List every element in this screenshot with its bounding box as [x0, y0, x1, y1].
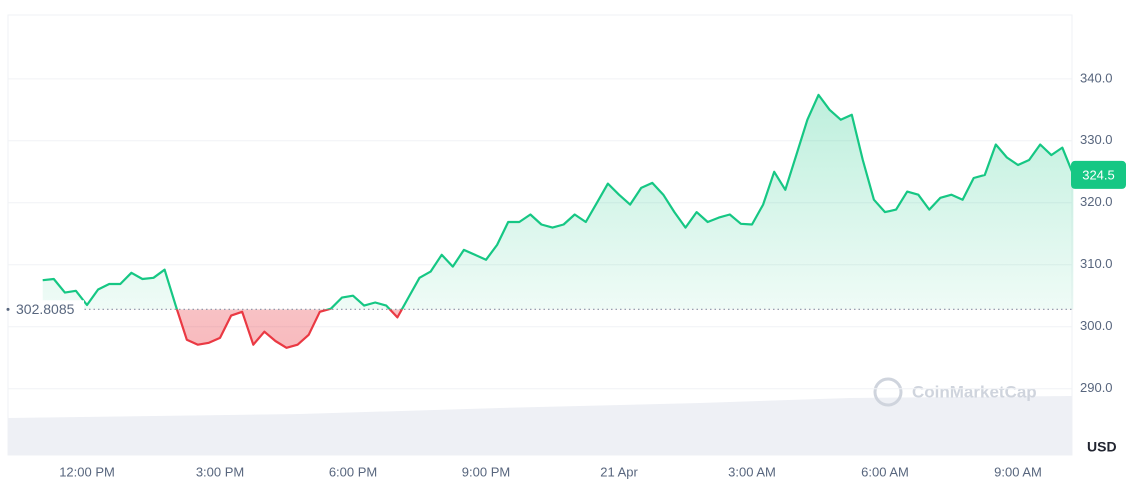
baseline-label: 302.8085	[16, 301, 75, 317]
x-tick-label: 3:00 PM	[196, 464, 244, 479]
y-tick-label: 320.0	[1080, 194, 1113, 209]
y-tick-label: 330.0	[1080, 132, 1113, 147]
baseline-label-bg	[12, 300, 84, 319]
current-price-label: 324.5	[1082, 167, 1115, 182]
x-tick-label: 6:00 PM	[329, 464, 377, 479]
area-down	[42, 309, 1074, 348]
x-tick-label: 21 Apr	[600, 464, 638, 479]
volume-band	[8, 396, 1072, 455]
y-tick-label: 310.0	[1080, 256, 1113, 271]
area-up	[42, 94, 1074, 310]
x-tick-label: 6:00 AM	[861, 464, 909, 479]
baseline-dot	[6, 307, 10, 311]
x-tick-label: 3:00 AM	[728, 464, 776, 479]
y-tick-label: 290.0	[1080, 380, 1113, 395]
x-tick-label: 9:00 AM	[994, 464, 1042, 479]
watermark-logo	[873, 377, 903, 407]
x-tick-label: 12:00 PM	[59, 464, 115, 479]
currency-label: USD	[1087, 439, 1117, 455]
y-tick-label: 340.0	[1080, 70, 1113, 85]
watermark-text: CoinMarketCap	[912, 382, 1037, 401]
y-tick-label: 300.0	[1080, 318, 1113, 333]
watermark: CoinMarketCap	[873, 377, 1037, 407]
x-tick-label: 9:00 PM	[462, 464, 510, 479]
current-price-tag	[1071, 160, 1126, 189]
price-line-up	[42, 93, 1075, 310]
price-line-down	[175, 309, 404, 349]
